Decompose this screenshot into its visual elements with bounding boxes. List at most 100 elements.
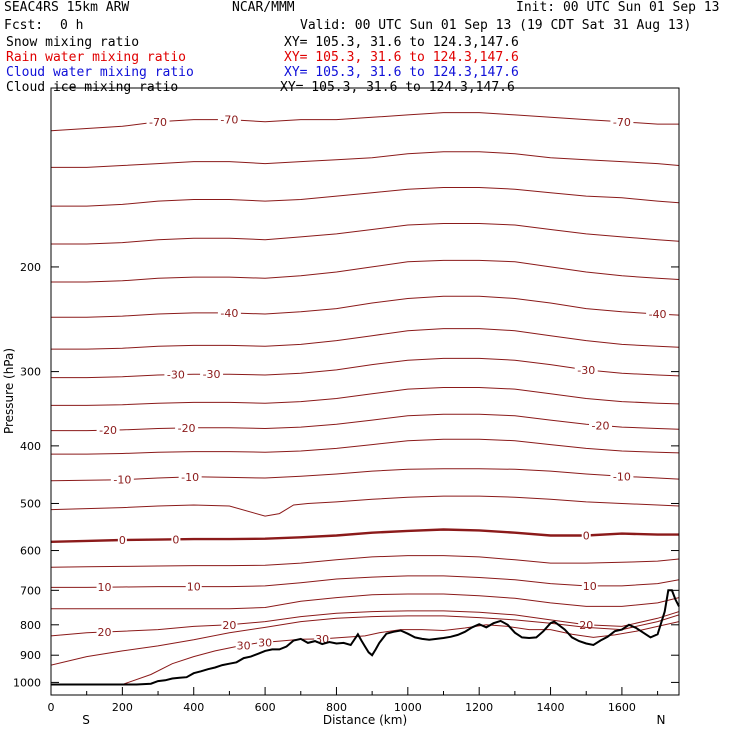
y-axis-label: Pressure (hPa): [2, 348, 16, 434]
forecast-hour: 0 h: [60, 18, 84, 33]
plot-frame: [50, 87, 680, 696]
contour-line: [51, 328, 679, 350]
y-tick-label: 600: [20, 545, 41, 558]
org-label: NCAR/MMM: [232, 0, 295, 15]
x-tick-label: 200: [112, 701, 133, 714]
contour-line: [51, 593, 679, 610]
contour-line: [51, 438, 679, 455]
field-cloud-water-xy: XY= 105.3, 31.6 to 124.3,147.6: [284, 65, 519, 80]
x-tick-label: 1000: [394, 701, 422, 714]
contour-label-bg: [610, 115, 634, 128]
contour-line: [51, 614, 679, 666]
y-tick-label: 300: [20, 366, 41, 379]
contour-label: -20: [99, 424, 117, 437]
contour-label-bg: [146, 115, 170, 128]
contour-label: 10: [98, 581, 112, 594]
contour-label: 20: [222, 619, 236, 632]
contour-label-bg: [574, 363, 598, 376]
terrain-line: [51, 589, 680, 686]
x-tick-label: 400: [183, 701, 204, 714]
contour-label-bg: [110, 473, 134, 486]
contour-line: [51, 387, 679, 406]
x-tick-label: 600: [255, 701, 276, 714]
temperature-contours: -70 -70 -70 -40 -40 -30 -30 -30 -20 -20 -20 -10 -10 -…: [51, 112, 679, 685]
contour-line: [51, 555, 679, 568]
valid-time: Valid: 00 UTC Sun 01 Sep 13 (19 CDT Sat …: [300, 18, 692, 33]
contour-line: [51, 295, 679, 318]
contour-label: 20: [579, 619, 593, 632]
contour-label-bg: [235, 639, 252, 652]
y-tick-label: 900: [20, 649, 41, 662]
contour-label-bg: [96, 581, 113, 594]
contour-label: 0: [583, 529, 590, 542]
axes: 0 200 400 600 800 1000 1200 1400 160020030040050…: [13, 261, 679, 714]
contour-label: -10: [113, 474, 131, 487]
contour-line: [51, 151, 679, 168]
x-axis-label: Distance (km): [323, 713, 407, 727]
contour-label: 20: [98, 626, 112, 639]
contour-label-bg: [646, 307, 670, 320]
terrain-layer: [51, 589, 680, 686]
contour-label: 0: [172, 533, 179, 546]
x-tick-label: 1600: [608, 701, 636, 714]
contour-label-bg: [221, 618, 238, 631]
field-rain-name: Rain water mixing ratio: [6, 50, 187, 65]
contour-label: -70: [220, 114, 238, 127]
contour-label-bg: [175, 421, 199, 434]
x-tick-label: 0: [48, 701, 55, 714]
model-title: SEAC4RS 15km ARW: [4, 0, 130, 15]
contour-label: -20: [178, 422, 196, 435]
contour-line: [51, 187, 679, 207]
x-tick-label: 800: [326, 701, 347, 714]
contour-label-bg: [581, 579, 598, 592]
forecast-label: Fcst:: [4, 18, 44, 33]
contour-label: -10: [613, 470, 631, 483]
contour-label: 0: [119, 534, 126, 547]
contour-label-bg: [581, 529, 591, 542]
north-end-label: N: [657, 713, 666, 727]
y-tick-label: 400: [20, 440, 41, 453]
contour-label: -30: [167, 369, 185, 382]
y-tick-label: 200: [20, 261, 41, 274]
contour-line: [51, 468, 679, 482]
south-end-label: S: [82, 713, 90, 727]
contour-line: [51, 259, 679, 283]
y-tick-label: 500: [20, 497, 41, 510]
contour-label-bg: [164, 368, 188, 381]
x-tick-label: 1400: [537, 701, 565, 714]
init-time: Init: 00 UTC Sun 01 Sep 13: [516, 0, 720, 15]
contour-line: [51, 495, 679, 517]
contour-label-bg: [610, 470, 634, 483]
contour-label-bg: [96, 625, 113, 638]
y-tick-label: 800: [20, 619, 41, 632]
contour-label: -70: [613, 116, 631, 129]
contour-label-bg: [217, 306, 241, 319]
contour-label: -40: [220, 307, 238, 320]
field-snow-name: Snow mixing ratio: [6, 35, 140, 50]
contour-label-bg: [200, 368, 224, 381]
contour-label: -40: [649, 308, 667, 321]
field-rain-xy: XY= 105.3, 31.6 to 124.3,147.6: [284, 50, 519, 65]
contour-label: 10: [583, 580, 597, 593]
field-cloud-water-name: Cloud water mixing ratio: [6, 65, 194, 80]
contour-label-bg: [117, 533, 127, 546]
contour-label-bg: [589, 419, 612, 432]
contour-label-bg: [217, 113, 241, 126]
contour-label: -30: [577, 364, 595, 377]
field-snow-xy: XY= 105.3, 31.6 to 124.3,147.6: [284, 35, 519, 50]
contour-label-bg: [96, 424, 120, 437]
contour-label-bg: [171, 533, 181, 546]
contour-label: -30: [203, 368, 221, 381]
y-tick-label: 700: [20, 584, 41, 597]
contour-label: -70: [149, 116, 167, 129]
contour-label-bg: [178, 470, 202, 483]
contour-label: -10: [181, 471, 199, 484]
y-tick-label: 1000: [13, 676, 41, 689]
x-tick-label: 1200: [465, 701, 493, 714]
contour-label-bg: [185, 580, 202, 593]
contour-line: [51, 112, 679, 132]
contour-label: 30: [258, 636, 272, 649]
contour-label: -20: [592, 419, 610, 432]
contour-line: [51, 413, 679, 432]
